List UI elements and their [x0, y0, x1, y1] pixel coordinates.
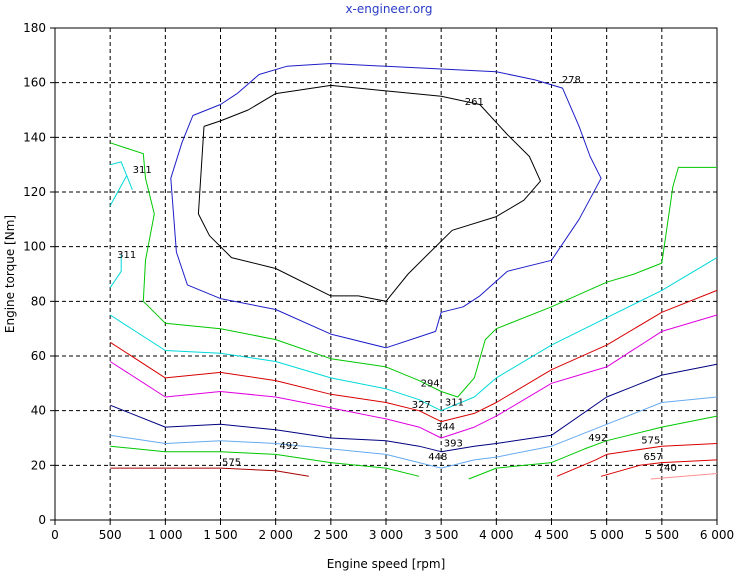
x-tick-label: 6 000	[700, 528, 734, 542]
contour-line	[110, 142, 717, 398]
contour-line	[109, 254, 122, 288]
x-tick-label: 2 500	[314, 528, 348, 542]
contour-line	[197, 84, 541, 302]
contour-label: 657	[643, 452, 662, 463]
contour-line	[600, 459, 718, 477]
contour-line	[109, 161, 133, 206]
y-tick-label: 20	[31, 458, 46, 472]
contour-label: 492	[279, 441, 298, 452]
y-tick-label: 100	[23, 240, 46, 254]
y-tick-label: 120	[23, 185, 46, 199]
contour-label: 492	[588, 433, 607, 444]
contour-label: 278	[562, 75, 581, 86]
x-tick-label: 500	[99, 528, 122, 542]
y-tick-label: 180	[23, 21, 46, 35]
contour-label: 740	[658, 463, 677, 474]
contour-label: 448	[428, 452, 447, 463]
y-tick-label: 0	[38, 513, 46, 527]
x-tick-label: 0	[51, 528, 59, 542]
contour-labels: 278 261 311 311 294 327 311 344 393 448 492 575 492 5…	[117, 75, 677, 474]
contour-line	[650, 473, 718, 480]
contour-label: 311	[445, 397, 464, 408]
grid-lines	[55, 28, 717, 520]
y-tick-label: 80	[31, 294, 46, 308]
contour-line	[110, 467, 309, 477]
y-tick-label: 140	[23, 130, 46, 144]
y-tick-label: 40	[31, 404, 46, 418]
x-tick-label: 3 000	[369, 528, 403, 542]
x-tick-label: 4 500	[534, 528, 568, 542]
y-axis-label: Engine torque [Nm]	[3, 215, 17, 333]
contour-line	[556, 443, 718, 477]
contour-label: 294	[421, 378, 440, 389]
contour-label: 344	[436, 422, 455, 433]
contour-label: 261	[465, 97, 484, 108]
contour-label: 311	[117, 250, 136, 261]
axis-ticks: 0 500 1 000 1 500 2 000 2 500 3 000 3 500 4 000 4…	[23, 21, 734, 542]
contour-line	[110, 363, 718, 453]
contour-line	[110, 445, 420, 477]
x-tick-label: 5 000	[589, 528, 623, 542]
contour-line	[468, 415, 718, 480]
x-tick-label: 5 500	[645, 528, 679, 542]
x-tick-label: 2 000	[258, 528, 292, 542]
contour-line	[109, 314, 718, 439]
contour-label: 311	[133, 165, 152, 176]
contour-line	[109, 257, 718, 412]
contour-label: 393	[444, 438, 463, 449]
y-tick-label: 160	[23, 76, 46, 90]
x-tick-label: 4 000	[479, 528, 513, 542]
x-axis-label: Engine speed [rpm]	[327, 557, 446, 571]
contour-lines	[109, 63, 718, 480]
x-tick-label: 1 500	[203, 528, 237, 542]
contour-label: 575	[641, 436, 660, 447]
contour-line	[109, 289, 718, 423]
x-tick-label: 3 500	[424, 528, 458, 542]
x-tick-label: 1 000	[148, 528, 182, 542]
contour-label: 327	[412, 400, 431, 411]
contour-label: 575	[222, 458, 241, 469]
contour-line	[170, 63, 602, 349]
chart-title: x-engineer.org	[345, 2, 432, 16]
y-tick-label: 60	[31, 349, 46, 363]
contour-line	[110, 396, 718, 469]
